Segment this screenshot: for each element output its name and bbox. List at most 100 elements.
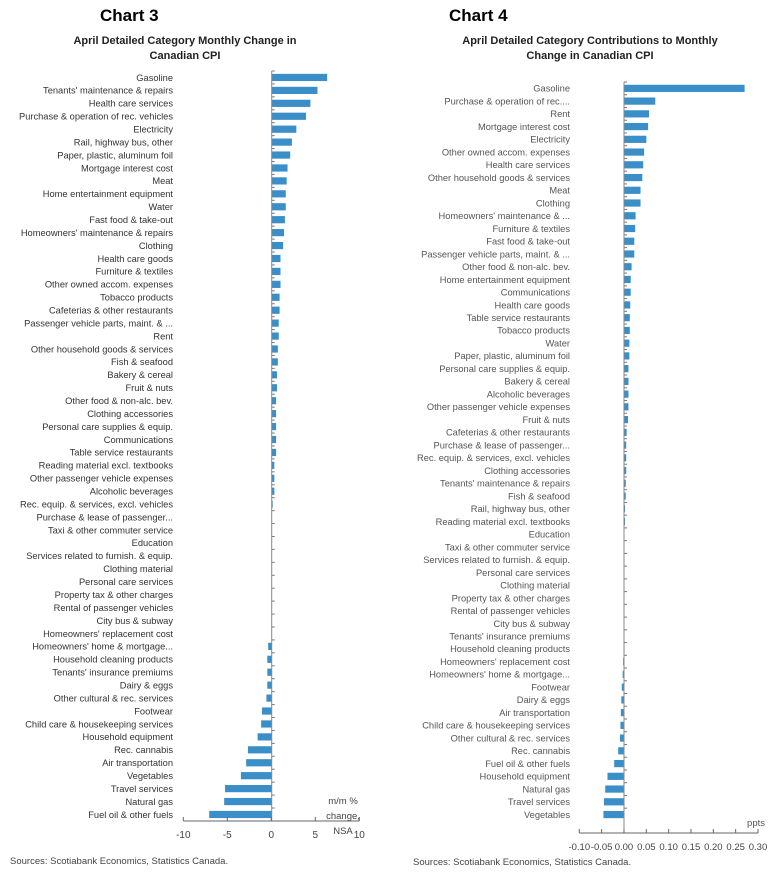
chart3-category-label: Cafeterias & other restaurants [49,306,173,316]
chart3-category-label: Other household goods & services [31,344,173,354]
chart3-category-label: Other cultural & rec. services [54,693,174,703]
chart3-category-label: Property tax & other charges [55,590,174,600]
chart3-category-label: Other owned accom. expenses [45,280,174,290]
chart4-bar [624,466,627,475]
chart3-category-label: Homeowners' maintenance & repairs [21,228,173,238]
chart3-bar [271,397,277,405]
chart3-category-label: Mortgage interest cost [81,163,173,173]
chart3-bar [271,216,285,224]
chart3-bar [271,319,279,327]
chart4-category-label: Home entertainment equipment [440,275,571,285]
chart4-category-label: Homeowners' replacement cost [440,657,570,667]
chart3-category-label: Passenger vehicle parts, maint. & ... [24,318,173,328]
chart4-bar [624,301,631,309]
chart3-category-label: Child care & housekeeping services [25,719,173,729]
chart4-category-label: Homeowners' home & mortgage... [429,670,570,680]
chart4-bar [624,492,626,500]
chart4-bar [624,84,745,92]
chart3-category-label: Air transportation [102,758,173,768]
chart3-category-label: Tobacco products [100,293,173,303]
chart4-category-label: Homeowners' maintenance & ... [439,211,570,221]
chart4-category-label: Vegetables [524,810,570,820]
chart4-bar [622,670,624,679]
chart3-bar [271,461,275,469]
chart3-category-label: Household cleaning products [53,655,173,665]
chart4-bar [624,441,627,449]
chart3-title: April Detailed Category Monthly Change i… [73,35,297,62]
chart4-x-tick-label: 0.25 [726,842,745,853]
chart3-source: Sources: Scotiabank Economics, Statistic… [10,856,228,867]
chart3-bar [271,138,292,146]
chart3-bar [271,86,318,94]
chart3-bar [271,151,291,159]
chart3-bar [271,410,277,418]
chart4-bar [603,798,624,806]
chart3-category-label: Rent [153,331,173,341]
chart4-category-label: Alcoholic beverages [487,389,571,399]
chart3-bar [268,642,272,650]
chart4-bar [624,390,629,398]
chart4-category-label: Travel services [508,797,571,807]
chart4-bar [624,97,656,105]
chart4-category-label: Communications [501,288,571,298]
chart4-category-label: Bakery & cereal [504,377,570,387]
chart4-category-label: Footwear [531,682,570,692]
chart3-category-label: Home entertainment equipment [43,189,174,199]
chart3-bar [271,254,281,263]
chart3-category-label: Other food & non-alc. bev. [65,396,173,406]
chart4-bar [624,263,632,271]
chart4-bar [624,326,630,335]
chart4-category-label: Health care services [486,160,571,170]
chart4-bar [620,709,624,717]
chart4-category-label: Tobacco products [497,326,570,336]
chart4-category-label: Cafeterias & other restaurants [446,428,570,438]
chart4-category-label: Water [546,338,570,348]
chart4-category-label: Purchase & lease of passenger... [434,440,570,450]
chart3-bar [261,720,272,728]
chart3-category-label: Fruit & nuts [125,383,173,393]
chart4-category-label: City bus & subway [494,619,571,629]
chart3-category-label: Tenants' maintenance & repairs [43,86,173,96]
chart4-category-label: Purchase & operation of rec.... [444,96,570,106]
chart4-bar [624,122,649,131]
chart3-bar [271,332,279,340]
chart3-bar [271,422,277,431]
chart4-category-label: Services related to furnish. & equip. [423,555,570,565]
chart3-category-label: Rec. equip. & services, excl. vehicles [20,499,173,509]
chart4-bar [619,734,624,742]
chart3-bar [271,99,311,107]
chart4-x-tick-label: 0.30 [749,842,768,853]
chart4-category-label: Rental of passenger vehicles [451,606,571,616]
chart3-category-label: Health care goods [98,254,174,264]
chart4-bar [624,416,629,424]
chart3-bar [262,707,272,715]
chart4-bar [624,428,627,436]
chart4-category-label: Other household goods & services [428,173,570,183]
chart4-category-label: Property tax & other charges [452,593,571,603]
chart3-bar [271,358,278,366]
chart4-bar [624,224,636,233]
chart4-x-tick-label: 0.00 [615,842,634,853]
chart4-category-label: Air transportation [499,708,570,718]
chart3-category-label: Alcoholic beverages [90,487,174,497]
chart3-category-label: Homeowners' replacement cost [43,629,173,639]
chart3-category-label: Meat [152,176,173,186]
chart3-category-label: Electricity [133,124,173,134]
chart3-bar [271,190,286,198]
chart3-bar [271,73,328,82]
chart3-bar [271,241,284,250]
chart3-category-label: Clothing [139,241,173,251]
chart3-bar [267,668,272,676]
chart4-category-label: Education [529,530,570,540]
chart4-category-label: Clothing accessories [484,466,570,476]
chart3-bar [224,797,272,806]
chart4-category-label: Household cleaning products [450,644,570,654]
chart4-bar [624,237,635,245]
chart3-bar [271,164,288,172]
chart3-category-label: Fuel oil & other fuels [88,810,173,820]
chart4-category-label: Rail, highway bus, other [471,504,570,514]
chart3-category-label: Fish & seafood [111,357,173,367]
chart4-bar [621,683,624,691]
chart3-category-label: Other passenger vehicle expenses [30,474,174,484]
